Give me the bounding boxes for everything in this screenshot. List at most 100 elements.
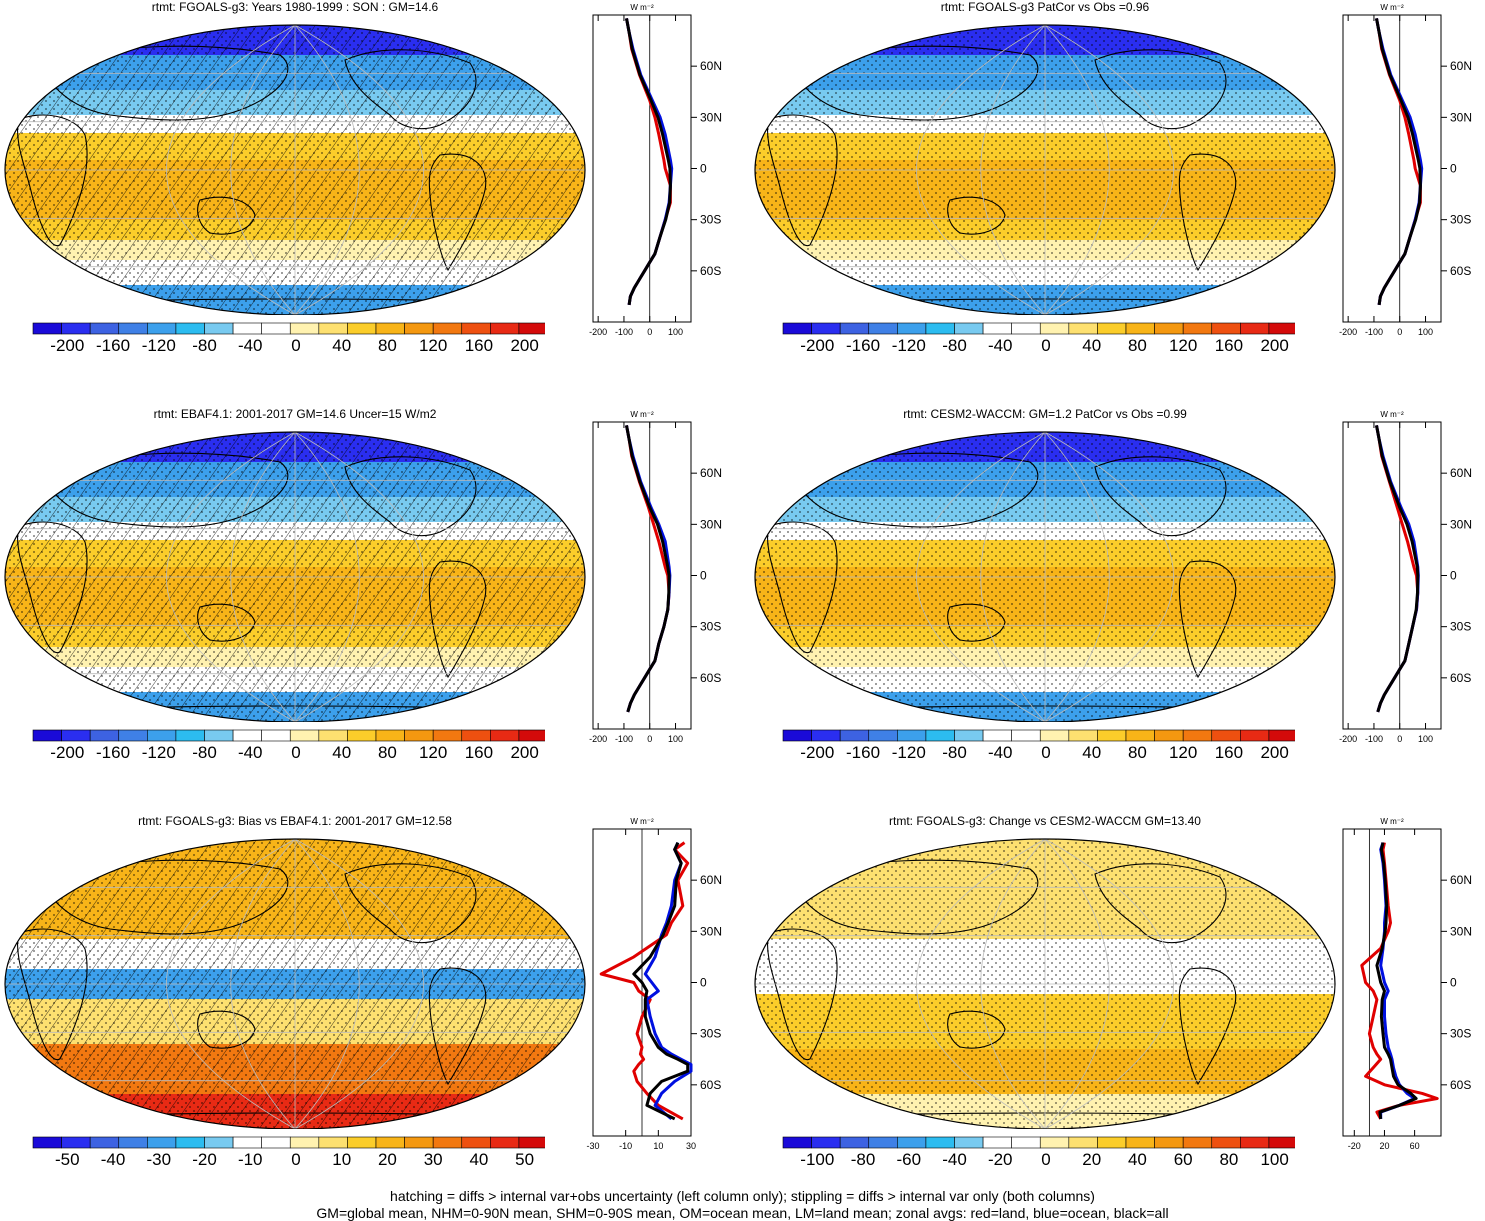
zonal-ytick-label: 30S xyxy=(1450,620,1471,634)
colorbar-tick-label: 80 xyxy=(378,336,397,355)
colorbar-tick-label: 200 xyxy=(510,336,538,355)
colorbar-box xyxy=(1039,322,1070,335)
colorbar-box xyxy=(1097,1136,1127,1149)
zonal-mean-plot: W m⁻² 60N 30N 0 30S 60S -200 -100 0 100 xyxy=(589,410,722,744)
graticule-meridian xyxy=(294,432,360,722)
colorbar-box xyxy=(461,322,491,335)
colorbar-box xyxy=(782,1136,812,1149)
zonal-ytick-label: 60N xyxy=(700,466,722,480)
colorbar-box xyxy=(404,1136,434,1149)
colorbar-tick-label: 40 xyxy=(332,336,351,355)
colorbar: -200 -160 -120 -80 -40 0 40 80 120 160 200 xyxy=(32,729,545,762)
colorbar-tick-label: -120 xyxy=(142,743,176,762)
colorbar-box xyxy=(925,729,955,742)
zonal-xtick-label: -200 xyxy=(589,734,607,744)
colorbar-box xyxy=(490,322,520,335)
zonal-series-line xyxy=(643,841,693,1121)
graticule-meridian xyxy=(230,432,296,722)
colorbar-box xyxy=(1068,729,1098,742)
graticule-meridian xyxy=(1044,25,1110,315)
colorbar-tick-label: 10 xyxy=(332,1150,351,1169)
colorbar-box xyxy=(318,322,348,335)
colorbar-box xyxy=(261,1136,291,1149)
map-border xyxy=(4,838,586,1129)
colorbar-box xyxy=(1125,322,1155,335)
zonal-xtick-label: 0 xyxy=(1397,327,1402,337)
graticule-meridian xyxy=(1044,432,1174,722)
colorbar-box xyxy=(175,322,205,335)
colorbar-box xyxy=(1011,322,1041,335)
colorbar-tick-label: 160 xyxy=(1215,743,1243,762)
colorbar-box xyxy=(897,729,927,742)
colorbar-tick-label: -200 xyxy=(50,336,84,355)
colorbar-box xyxy=(811,1136,841,1149)
colorbar-tick-label: 200 xyxy=(510,743,538,762)
graticule-meridian xyxy=(1044,839,1110,1129)
zonal-xtick-label: -200 xyxy=(1339,734,1357,744)
colorbar-tick-label: 160 xyxy=(1215,336,1243,355)
colorbar-box xyxy=(432,322,463,335)
colorbar-box xyxy=(1039,1136,1070,1149)
zonal-mean-plot: W m⁻² 60N 30N 0 30S 60S -200 -100 0 100 xyxy=(1339,410,1472,744)
zonal-ytick-label: 30S xyxy=(700,620,721,634)
zonal-ytick-label: 30N xyxy=(1450,924,1472,938)
colorbar-tick-label: -200 xyxy=(800,336,834,355)
colorbar-box xyxy=(147,322,177,335)
zonal-xtick-label: 30 xyxy=(686,1141,696,1151)
zonal-ytick-label: 60S xyxy=(1450,671,1471,685)
colorbar-box xyxy=(954,322,984,335)
colorbar-box xyxy=(289,1136,320,1149)
zonal-mean-plot: W m⁻² 60N 30N 0 30S 60S -30 -10 10 30 xyxy=(586,817,722,1151)
colorbar-box xyxy=(1240,1136,1270,1149)
colorbar-box xyxy=(1011,729,1041,742)
colorbar-box xyxy=(175,1136,205,1149)
colorbar-box xyxy=(89,322,120,335)
colorbar: -200 -160 -120 -80 -40 0 40 80 120 160 200 xyxy=(782,322,1295,355)
map-border xyxy=(754,431,1336,722)
colorbar-tick-label: 200 xyxy=(1260,743,1288,762)
colorbar-box xyxy=(811,322,841,335)
colorbar-tick-label: 20 xyxy=(1082,1150,1101,1169)
colorbar-box xyxy=(1154,1136,1184,1149)
colorbar-box xyxy=(461,1136,491,1149)
panel-title: rtmt: FGOALS-g3: Years 1980-1999 : SON :… xyxy=(151,0,439,14)
graticule-meridian xyxy=(166,839,296,1129)
zonal-series-line xyxy=(625,425,671,713)
colorbar-tick-label: -60 xyxy=(896,1150,921,1169)
colorbar-box xyxy=(118,729,148,742)
colorbar-tick-label: -80 xyxy=(192,336,217,355)
colorbar-box xyxy=(347,1136,377,1149)
colorbar-box xyxy=(1011,1136,1041,1149)
colorbar-box xyxy=(61,1136,91,1149)
zonal-xtick-label: -100 xyxy=(615,734,633,744)
graticule-meridian xyxy=(230,25,296,315)
zonal-xtick-label: 0 xyxy=(647,327,652,337)
zonal-ytick-label: 0 xyxy=(1450,569,1457,583)
colorbar-box xyxy=(1240,322,1270,335)
colorbar-tick-label: 0 xyxy=(1041,336,1050,355)
colorbar-tick-label: 200 xyxy=(1260,336,1288,355)
zonal-ytick-label: 30S xyxy=(1450,213,1471,227)
map-plot xyxy=(4,24,586,315)
map-fill xyxy=(5,432,585,722)
colorbar-box xyxy=(897,322,927,335)
colorbar-box xyxy=(61,322,91,335)
colorbar-tick-label: 40 xyxy=(1082,743,1101,762)
colorbar-box xyxy=(461,729,491,742)
zonal-ytick-label: 60N xyxy=(1450,59,1472,73)
zonal-ytick-label: 60S xyxy=(700,1078,721,1092)
colorbar-box xyxy=(89,1136,120,1149)
colorbar-box xyxy=(925,322,955,335)
zonal-ytick-label: 60N xyxy=(700,59,722,73)
colorbar-box xyxy=(811,729,841,742)
colorbar-box xyxy=(839,322,870,335)
panel-4: rtmt: CESM2-WACCM: GM=1.2 PatCor vs Obs … xyxy=(750,407,1485,807)
colorbar-box xyxy=(232,729,262,742)
colorbar-tick-label: 40 xyxy=(1128,1150,1147,1169)
graticule-meridian xyxy=(1044,839,1174,1129)
zonal-series-line xyxy=(632,841,690,1121)
zonal-xtick-label: -200 xyxy=(1339,327,1357,337)
colorbar-tick-label: -120 xyxy=(892,336,926,355)
zonal-series-line xyxy=(1375,425,1420,713)
map-border xyxy=(754,24,1336,315)
